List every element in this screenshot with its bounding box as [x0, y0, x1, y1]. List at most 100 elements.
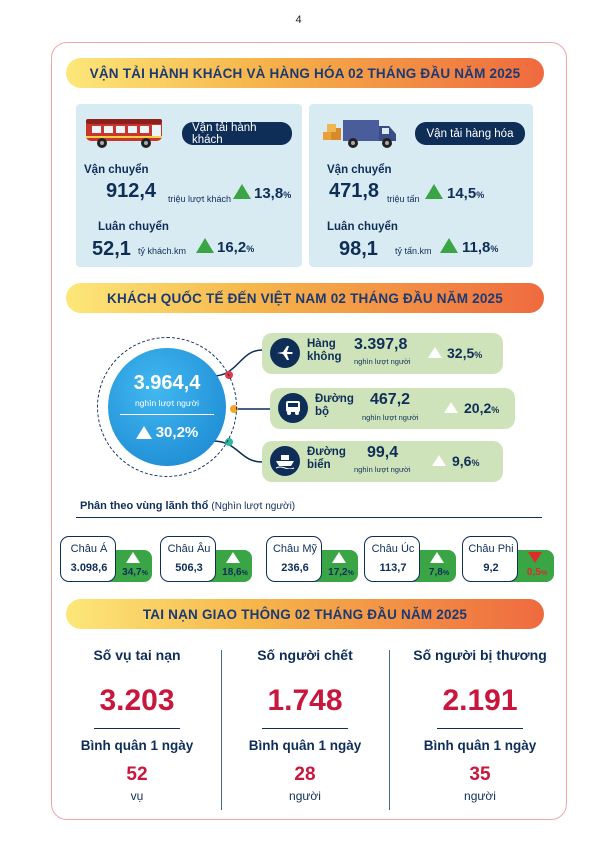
accident-avg-label: Bình quân 1 ngày: [248, 738, 362, 753]
column-divider: [389, 650, 390, 810]
region-name: Châu Âu: [167, 543, 211, 555]
passenger-label: Vận tải hành khách: [182, 122, 292, 146]
down-arrow-icon: [528, 552, 542, 563]
region-divider: [76, 517, 542, 518]
region-growth: 34,7%: [122, 567, 148, 578]
region-name: Châu Phi: [468, 543, 514, 555]
freight-turnover-growth: 11,8%: [462, 239, 499, 256]
divider: [94, 728, 180, 729]
mode-growth: 20,2%: [464, 400, 500, 416]
mode-unit: nghìn lượt người: [362, 413, 419, 422]
mode-row-sea: Đường biển 99,4 nghìn lượt người 9,6%: [262, 441, 503, 482]
freight-panel: Vận tải hàng hóa Vận chuyển 471,8 triệu …: [309, 104, 533, 267]
freight-volume-growth: 14,5%: [447, 185, 485, 202]
up-arrow-icon: [428, 347, 442, 358]
region-card: Châu Mỹ 236,6 17,2%: [266, 536, 362, 584]
accident-column: Số người chết 1.748 Bình quân 1 ngày 28 …: [225, 640, 385, 810]
region-name: Châu Á: [70, 543, 108, 555]
up-arrow-icon: [444, 402, 458, 413]
accidents-title: TAI NẠN GIAO THÔNG 02 THÁNG ĐẦU NĂM 2025: [142, 606, 468, 622]
mode-growth: 9,6%: [452, 453, 480, 469]
mode-unit: nghìn lượt người: [354, 357, 411, 366]
mode-name: Đường bộ: [315, 393, 354, 418]
up-arrow-icon: [440, 238, 458, 253]
region-value: 113,7: [379, 562, 407, 574]
passenger-volume-growth: 13,8%: [254, 185, 292, 202]
region-name: Châu Mỹ: [272, 543, 318, 555]
accident-unit: người: [464, 789, 496, 803]
mode-growth: 32,5%: [447, 345, 483, 361]
accident-title: Số vụ tai nạn: [93, 647, 181, 663]
divider: [437, 728, 523, 729]
region-growth: 17,2%: [328, 567, 354, 578]
region-value: 236,6: [281, 562, 309, 574]
region-growth: 18,6%: [222, 567, 248, 578]
up-arrow-icon: [430, 552, 444, 563]
freight-volume-unit: triệu tấn: [387, 194, 420, 204]
up-arrow-icon: [332, 552, 346, 563]
accident-avg-label: Bình quân 1 ngày: [80, 738, 194, 753]
total-unit: nghìn lượt người: [134, 398, 200, 408]
region-value: 3.098,6: [70, 562, 108, 574]
bus-icon: [278, 393, 308, 423]
accident-avg: 35: [469, 764, 491, 785]
passenger-volume-unit: triệu lượt khách: [168, 194, 231, 204]
passenger-volume-value: 912,4: [106, 180, 157, 202]
region-heading: Phân theo vùng lãnh thổ (Nghìn lượt ngườ…: [80, 500, 296, 512]
accident-avg: 52: [126, 764, 148, 785]
total-ring: [97, 337, 237, 477]
region-growth: 0,5%: [526, 567, 548, 578]
freight-turnover-label: Luân chuyển: [327, 221, 398, 233]
page-number: 4: [295, 14, 302, 26]
up-arrow-icon: [233, 184, 251, 199]
mode-value: 467,2: [370, 391, 411, 408]
up-arrow-icon: [126, 552, 140, 563]
accidents-banner: TAI NẠN GIAO THÔNG 02 THÁNG ĐẦU NĂM 2025: [66, 599, 544, 629]
freight-volume-label: Vận chuyển: [327, 164, 392, 176]
up-arrow-icon: [425, 184, 443, 199]
mode-value: 99,4: [367, 444, 399, 461]
region-box: Châu Phi 9,2: [462, 536, 518, 582]
accident-avg: 28: [294, 764, 316, 785]
divider: [262, 728, 348, 729]
total-growth: 30,2%: [108, 424, 226, 441]
bus-icon: [86, 119, 162, 148]
up-arrow-icon: [432, 455, 446, 466]
mode-row-road: Đường bộ 467,2 nghìn lượt người 20,2%: [270, 388, 515, 429]
region-box: Châu Âu 506,3: [160, 536, 216, 582]
region-card: Châu Âu 506,3 18,6%: [160, 536, 256, 584]
accident-title: Số người chết: [257, 647, 353, 663]
transport-title: VẬN TẢI HÀNH KHÁCH VÀ HÀNG HÓA 02 THÁNG …: [89, 65, 521, 81]
accident-column: Số vụ tai nạn 3.203 Bình quân 1 ngày 52 …: [57, 640, 217, 810]
total-circle: 3.964,4 nghìn lượt người 30,2%: [108, 348, 226, 466]
column-divider: [221, 650, 222, 810]
region-card: Châu Á 3.098,6 34,7%: [60, 536, 156, 584]
accident-total: 3.203: [99, 684, 175, 717]
mode-unit: nghìn lượt người: [354, 465, 411, 474]
transport-banner: VẬN TẢI HÀNH KHÁCH VÀ HÀNG HÓA 02 THÁNG …: [66, 58, 544, 88]
divider: [120, 414, 214, 415]
region-name: Châu Úc: [371, 543, 415, 555]
region-growth: 7,8%: [428, 567, 450, 578]
freight-volume-value: 471,8: [329, 180, 380, 202]
passenger-volume-label: Vận chuyển: [84, 164, 149, 176]
ship-icon: [270, 446, 300, 476]
mode-value: 3.397,8: [354, 336, 408, 353]
region-card: Châu Phi 9,2 0,5%: [462, 536, 558, 584]
passenger-turnover-unit: tỷ khách.km: [138, 246, 187, 256]
accident-unit: vụ: [130, 789, 144, 803]
accident-column: Số người bị thương 2.191 Bình quân 1 ngà…: [400, 640, 560, 810]
truck-icon: [323, 120, 396, 148]
region-card: Châu Úc 113,7 7,8%: [364, 536, 460, 584]
page-frame: [51, 42, 567, 820]
passenger-turnover-growth: 16,2%: [217, 239, 255, 256]
accident-total: 2.191: [442, 684, 518, 717]
accident-title: Số người bị thương: [413, 647, 547, 663]
airplane-icon: [270, 338, 300, 368]
freight-turnover-value: 98,1: [339, 238, 378, 260]
up-arrow-icon: [226, 552, 240, 563]
up-arrow-icon: [196, 238, 214, 253]
region-box: Châu Mỹ 236,6: [266, 536, 322, 582]
passenger-turnover-value: 52,1: [92, 238, 131, 260]
freight-label: Vận tải hàng hóa: [415, 122, 525, 145]
